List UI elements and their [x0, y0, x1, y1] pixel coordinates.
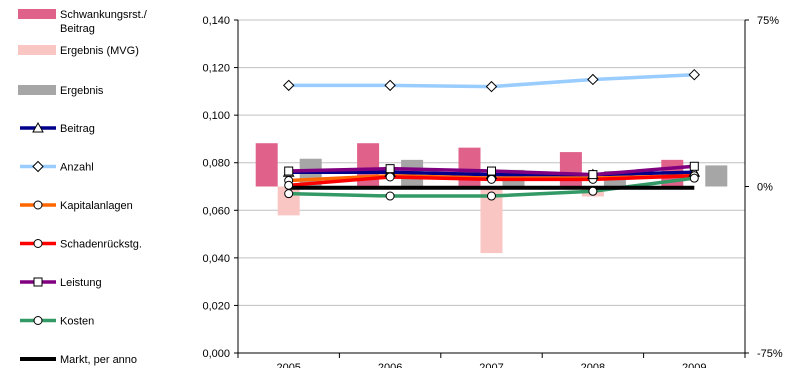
legend-entry: Kosten — [20, 316, 94, 328]
y-left-tick-label: 0,080 — [202, 158, 230, 170]
square-marker — [487, 166, 496, 176]
legend-swatch — [18, 85, 56, 95]
y-left-tick-label: 0,060 — [202, 205, 230, 217]
square-marker — [588, 170, 598, 180]
legend-entry: Schwankungsrst./ Beitrag — [18, 9, 148, 35]
y-right-tick-label: -75% — [757, 348, 783, 360]
legend-label: Markt, per anno — [60, 354, 137, 366]
triangle-marker — [32, 121, 44, 133]
x-tick-label: 2006 — [378, 362, 402, 368]
x-tick-label: 2005 — [276, 362, 300, 368]
legend: Schwankungsrst./ Beitrag Ergebnis (MVG) Erg… — [18, 9, 148, 366]
diamond-marker — [384, 79, 396, 92]
legend-label: Beitrag — [60, 23, 95, 35]
circle-marker — [33, 200, 43, 210]
gridlines — [238, 19, 745, 306]
lines — [282, 68, 701, 201]
plot-area: 0,000 0,020 0,040 0,060 0,080 0,100 0,120 0,140… — [202, 15, 782, 368]
diamond-marker — [32, 160, 44, 173]
legend-entry: Schadenrückstg. — [20, 239, 142, 251]
x-tick-label: 2007 — [479, 362, 503, 368]
bar — [480, 186, 503, 254]
legend-label: Kapitalanlagen — [60, 200, 133, 212]
axes: 0,000 0,020 0,040 0,060 0,080 0,100 0,120 0,140… — [202, 15, 782, 368]
diamond-marker — [485, 80, 498, 93]
bar — [705, 165, 728, 187]
circle-marker — [588, 186, 598, 196]
square-marker — [284, 166, 294, 176]
y-left-tick-label: 0,000 — [202, 348, 230, 360]
circle-marker — [33, 316, 43, 325]
legend-label: Beitrag — [60, 123, 95, 135]
legend-entry: Ergebnis (MVG) — [18, 45, 139, 57]
legend-label: Ergebnis — [60, 85, 104, 97]
legend-label: Anzahl — [60, 162, 94, 174]
square-marker — [689, 161, 699, 171]
legend-label: Schwankungsrst./ — [60, 9, 148, 21]
y-left-tick-label: 0,120 — [202, 63, 230, 75]
circle-marker — [284, 180, 294, 190]
legend-entry: Beitrag — [20, 121, 95, 135]
legend-swatch — [18, 9, 56, 19]
legend-entry: Ergebnis — [18, 85, 104, 97]
circle-marker — [689, 173, 699, 183]
y-right-tick-label: 0% — [757, 182, 773, 194]
legend-entry: Kapitalanlagen — [20, 200, 133, 212]
circle-marker — [487, 174, 496, 184]
legend-label: Ergebnis (MVG) — [60, 45, 139, 57]
y-right-tick-label: 75% — [757, 15, 779, 27]
y-left-tick-label: 0,040 — [202, 253, 230, 265]
circle-marker — [33, 239, 43, 248]
bar — [255, 143, 278, 187]
y-left-tick-label: 0,140 — [202, 15, 230, 27]
legend-entry: Anzahl — [20, 160, 94, 174]
bar — [559, 152, 582, 187]
circle-marker — [385, 191, 395, 201]
circle-marker — [487, 191, 496, 201]
circle-marker — [284, 189, 294, 199]
legend-entry: Markt, per anno — [20, 354, 137, 366]
square-marker — [33, 277, 43, 287]
diamond-marker — [688, 68, 701, 81]
legend-swatch — [18, 45, 56, 55]
legend-label: Kosten — [60, 316, 94, 328]
legend-label: Schadenrückstg. — [60, 239, 142, 251]
x-tick-label: 2008 — [581, 362, 605, 368]
y-left-tick-label: 0,020 — [202, 300, 230, 312]
square-marker — [385, 164, 395, 174]
x-tick-label: 2009 — [682, 362, 706, 368]
circle-marker — [385, 172, 395, 182]
diamond-marker — [587, 73, 599, 86]
legend-label: Leistung — [60, 277, 102, 289]
legend-entry: Leistung — [20, 277, 102, 289]
y-left-tick-label: 0,100 — [202, 110, 230, 122]
diamond-marker — [282, 79, 295, 92]
